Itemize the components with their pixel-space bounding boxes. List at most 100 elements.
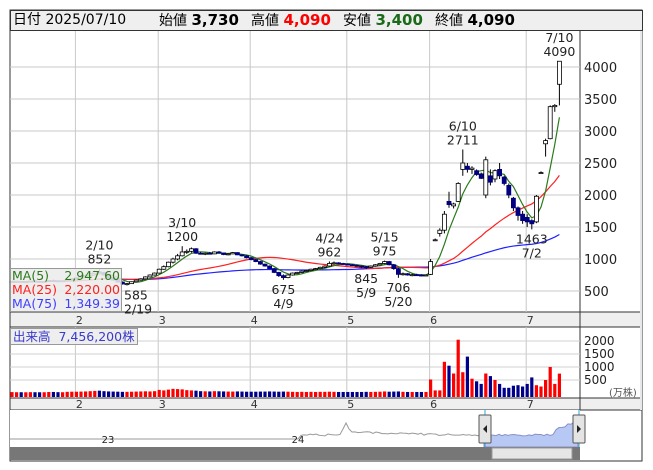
candle-body (488, 176, 492, 182)
volume-bar (79, 392, 82, 397)
volume-bar (443, 362, 446, 397)
volume-bar (240, 392, 243, 397)
month-tick-label: 5 (347, 314, 354, 327)
open-value: 3,730 (191, 11, 238, 29)
navigator-year-label: 24 (292, 435, 305, 446)
ma75-label: MA(75) (12, 297, 57, 311)
price-tick-label: 2500 (584, 157, 617, 172)
candle-body (263, 264, 267, 266)
ma25-label: MA(25) (12, 283, 57, 297)
volume-bar (259, 392, 262, 397)
candle-body (534, 196, 538, 222)
volume-bar (250, 392, 253, 397)
candle-body (502, 177, 506, 183)
candle-body (456, 183, 460, 201)
volume-bar (213, 391, 216, 397)
price-tick-label: 2000 (584, 189, 617, 204)
candle-body (130, 282, 134, 284)
candle-body (438, 230, 442, 233)
volume-bar (498, 384, 501, 397)
volume-bar (406, 392, 409, 397)
candle-body (452, 204, 456, 206)
volume-bar (52, 392, 55, 397)
candle-body (516, 208, 520, 216)
annotation-date: 5/9 (356, 285, 376, 300)
volume-bar (84, 391, 87, 397)
candle-body (171, 259, 175, 262)
candle-body (314, 269, 318, 270)
candle-body (199, 253, 203, 254)
candle-body (166, 262, 170, 266)
annotation-value: 4090 (543, 44, 575, 59)
volume-bar (447, 366, 450, 397)
candle-body (139, 279, 143, 280)
range-navigator[interactable]: 23 24 (10, 410, 585, 447)
volume-bar (194, 391, 197, 397)
volume-bar (43, 392, 46, 397)
candle-body (148, 275, 152, 277)
volume-bar (66, 392, 69, 397)
candle-body (475, 171, 479, 175)
candle-body (507, 185, 511, 195)
volume-bar (457, 340, 460, 397)
ohlc-header: 日付 2025/07/10 始値 3,730 高値 4,090 安値 3,400… (10, 10, 643, 31)
candle-body (544, 141, 548, 144)
annotation-date: 4/9 (273, 296, 293, 311)
candle-body (194, 249, 198, 253)
volume-bar (516, 385, 519, 397)
volume-bar (346, 392, 349, 397)
scrollbar-thumb[interactable] (492, 448, 572, 459)
candle-body (291, 273, 295, 275)
candle-body (461, 163, 465, 169)
candle-body (240, 255, 244, 256)
volume-bar (420, 392, 423, 397)
candle-body (153, 273, 157, 275)
volume-bar (121, 392, 124, 397)
volume-bar (227, 392, 230, 397)
volume-bar (208, 391, 211, 397)
volume-bar (282, 392, 285, 397)
annotation-date: 2/19 (124, 302, 152, 317)
candle-body (295, 272, 299, 273)
candle-body (548, 107, 552, 139)
candle-body (249, 258, 253, 260)
candle-body (185, 251, 189, 252)
volume-bar (176, 389, 179, 397)
volume-bar (493, 380, 496, 397)
volume-bar (47, 392, 50, 397)
volume-bar (323, 392, 326, 397)
close-value: 4,090 (467, 11, 514, 29)
volume-bar (130, 392, 133, 397)
candle-body (226, 254, 230, 255)
annotation-value: 962 (317, 244, 341, 259)
volume-bar (415, 392, 418, 397)
volume-bar (286, 392, 289, 397)
volume-bar (521, 387, 524, 398)
volume-bar (148, 391, 151, 397)
high-value: 4,090 (283, 11, 330, 29)
candle-body (553, 105, 557, 106)
month-tick-label: 3 (159, 398, 166, 411)
volume-bar (489, 376, 492, 397)
candle-body (268, 266, 272, 269)
volume-tick-label: 1500 (584, 347, 615, 361)
candle-body (525, 217, 529, 221)
volume-bar (365, 392, 368, 397)
ma5-label: MA(5) (12, 269, 49, 283)
volume-bar (236, 391, 239, 397)
volume-bar (452, 374, 455, 398)
candle-body (327, 263, 331, 266)
price-tick-label: 500 (584, 285, 609, 300)
candle-body (235, 253, 239, 255)
annotation-value: 1200 (166, 229, 198, 244)
month-tick-label: 2 (76, 398, 83, 411)
volume-bar (98, 391, 101, 397)
annotation-value: 845 (354, 271, 378, 286)
candle-body (125, 284, 129, 285)
month-tick-label: 5 (347, 398, 354, 411)
volume-bar (171, 389, 174, 397)
volume-tick-label: 500 (584, 373, 607, 387)
candle-body (465, 166, 469, 169)
candle-body (530, 221, 534, 224)
